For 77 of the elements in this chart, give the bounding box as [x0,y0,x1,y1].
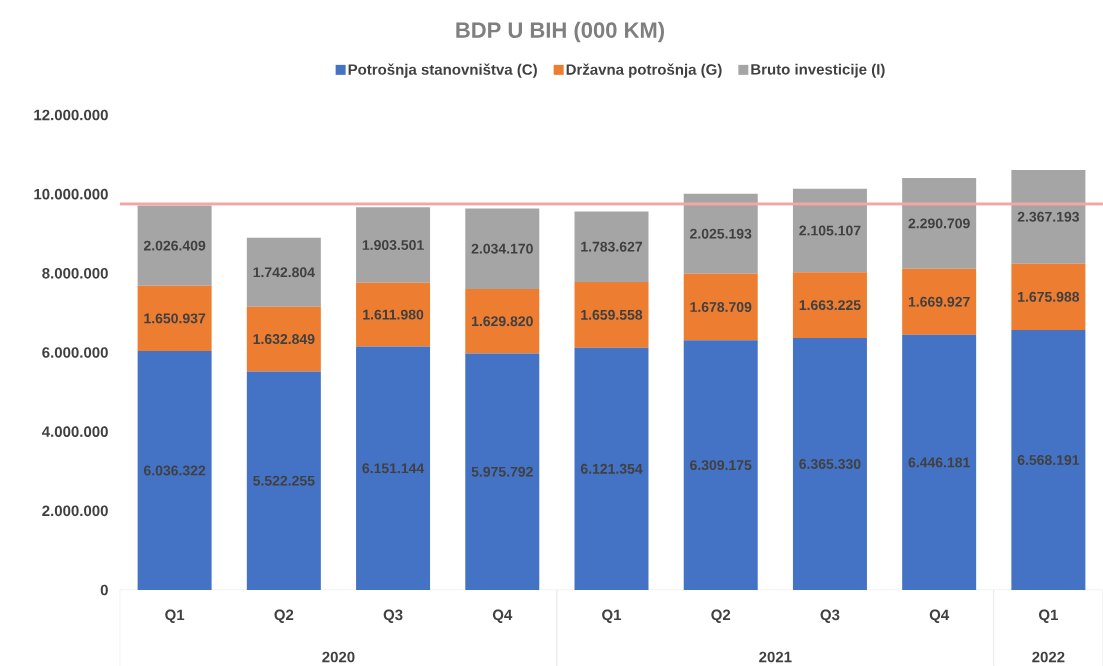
data-label: 1.611.980 [363,309,424,320]
data-label: 1.632.849 [253,334,315,345]
bar [792,188,867,273]
x-tick-label: Q3 [383,609,403,623]
y-tick-label: 0 [100,584,108,596]
bar [246,371,321,590]
data-label: 1.678.709 [690,302,752,312]
bar [246,237,321,307]
legend-label: Državna potrošnja (G) [566,63,722,78]
bar [902,334,977,590]
data-label: 6.309.175 [690,460,752,471]
data-label: 2.367.193 [1017,211,1079,222]
y-tick-label: 10.000.000 [34,188,108,200]
bar [137,351,212,590]
y-tick-label: 8.000.000 [42,268,108,279]
chart-title: BDP U BIH (000 KM) [456,21,664,43]
data-label: 1.659.558 [581,309,643,320]
data-label: 6.036.322 [144,465,206,476]
data-label: 6.568.191 [1017,455,1080,465]
bar [246,306,321,372]
data-label: 1.742.804 [253,267,315,278]
data-label: 1.903.501 [362,240,424,250]
bar [1011,330,1086,590]
data-label: 1.675.988 [1018,291,1080,302]
y-tick-label: 12.000.000 [34,109,108,121]
data-label: 1.663.225 [799,300,861,311]
x-tick-label: Q1 [602,609,622,623]
text: 2020 [322,651,355,663]
data-label: 2.025.193 [690,228,752,239]
y-tick-label: 2.000.000 [42,505,108,517]
bar [1011,169,1086,264]
data-label: 2.290.709 [908,218,970,229]
legend-label: Bruto investicije (I) [751,63,885,78]
legend-label: Potrošnja stanovništva (C) [348,63,537,78]
x-tick-label: Q3 [820,609,840,623]
bar [356,282,431,347]
text: 2021 [759,651,792,663]
bar [574,281,649,348]
bar [356,207,431,283]
bar [683,193,758,274]
bar [902,268,977,335]
data-label: 2.026.409 [143,240,206,251]
bar [465,353,540,590]
data-label: 1.629.820 [472,316,533,327]
y-tick-label: 6.000.000 [42,347,108,358]
data-label: 1.669.927 [908,296,970,307]
bar [137,205,212,286]
bar [574,347,649,590]
data-label: 6.446.181 [908,457,970,468]
data-label: 1.783.627 [581,241,643,252]
bar [137,285,212,352]
data-label: 5.975.792 [471,466,533,477]
x-tick-label: Q2 [274,609,294,623]
bar [683,340,758,590]
x-tick-label: Q4 [492,609,513,623]
bar [902,178,977,269]
data-label: 1.650.937 [144,313,206,324]
data-label: 5.522.255 [253,475,315,486]
data-label: 2.105.107 [799,225,861,236]
bar [683,273,758,341]
bar [792,272,867,339]
data-label: 2.034.170 [471,243,533,254]
data-label: 6.121.354 [580,463,643,474]
bar [792,338,867,590]
bar [356,346,431,590]
y-tick-label: 4.000.000 [41,426,108,437]
x-tick-label: Q1 [165,609,185,623]
x-tick-label: Q4 [929,609,950,623]
bar [574,211,649,282]
text: 2022 [1032,651,1065,663]
bar [465,288,540,354]
data-label: 6.365.330 [799,459,861,469]
data-label: 6.151.144 [362,463,425,474]
x-tick-label: Q2 [711,609,731,623]
x-tick-label: Q1 [1038,609,1058,623]
bar [1011,263,1086,330]
bar [465,208,540,289]
